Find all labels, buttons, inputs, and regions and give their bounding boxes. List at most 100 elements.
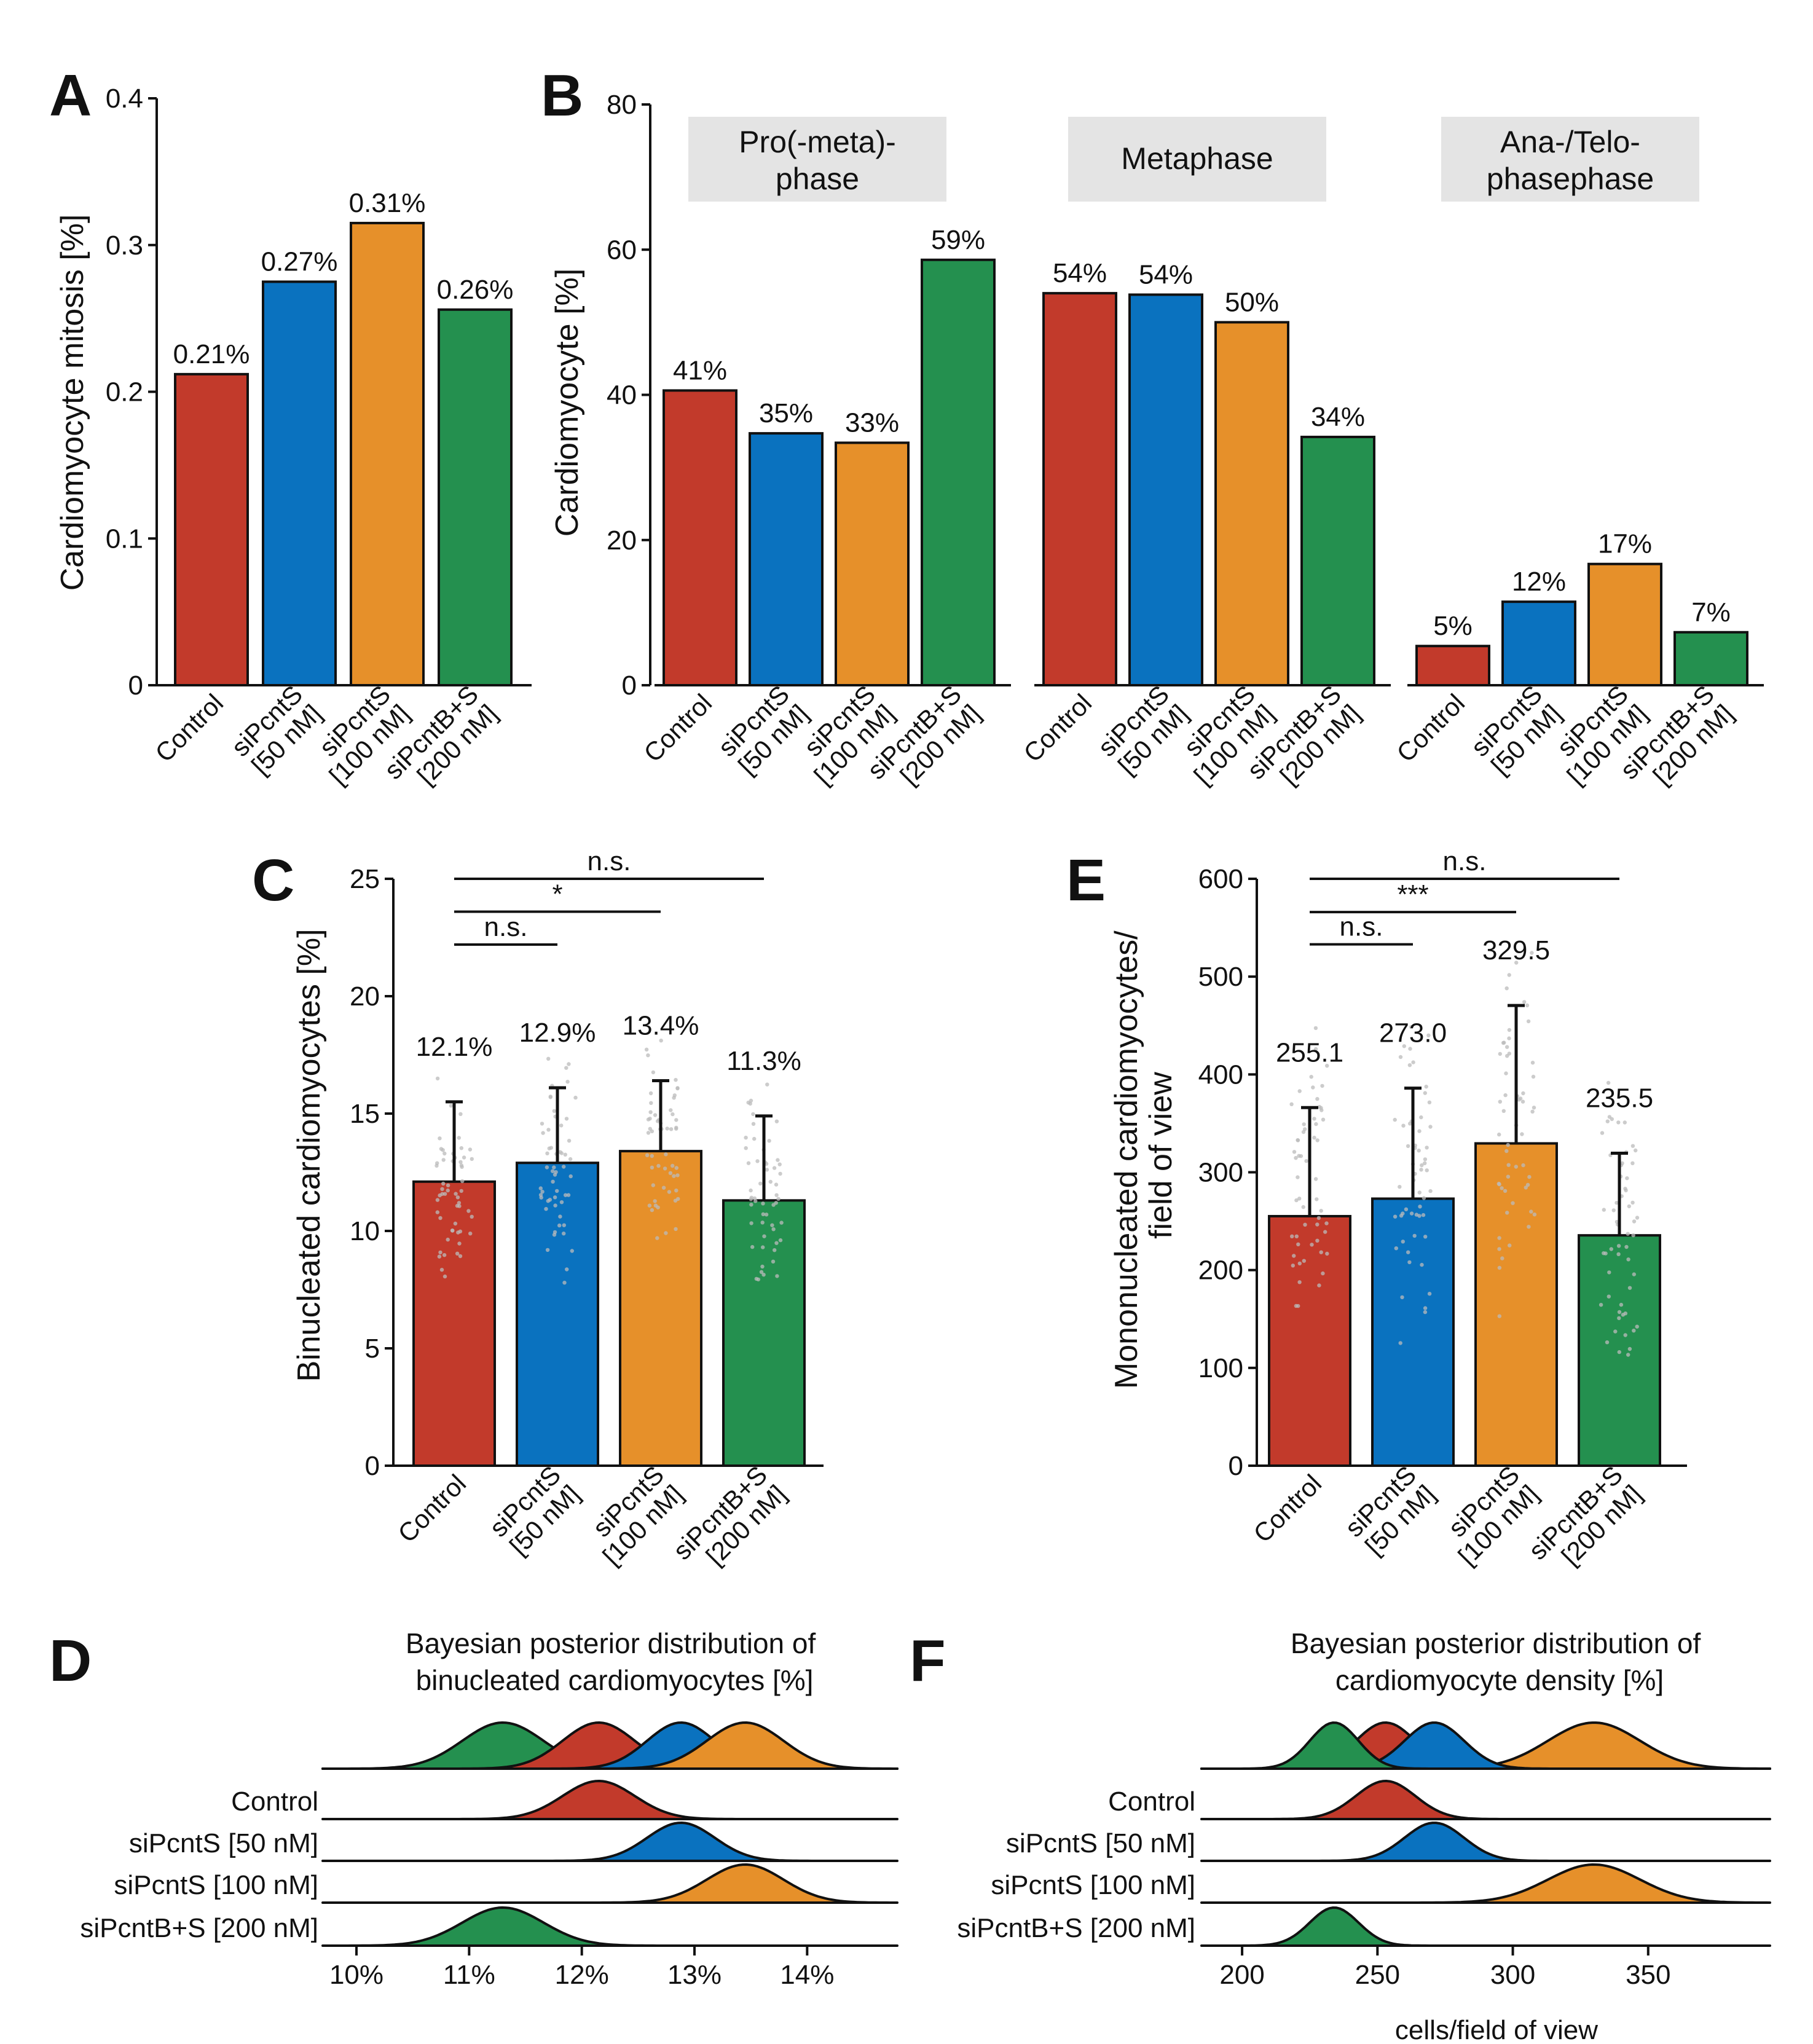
panel-b-facet-2-x-tick-label-0: Control — [1391, 688, 1470, 768]
panel-c-jitter-point-3-49 — [753, 1199, 758, 1203]
panel-c-jitter-point-2-24 — [648, 1110, 653, 1114]
panel-c-y-tick-label-4: 20 — [350, 981, 380, 1012]
panel-c-jitter-point-0-7 — [446, 1183, 450, 1188]
panel-e-jitter-point-2-30 — [1504, 986, 1509, 991]
panel-e-jitter-point-1-49 — [1423, 1157, 1428, 1162]
panel-c-jitter-point-1-1 — [570, 1249, 574, 1253]
panel-e-jitter-point-1-17 — [1406, 1250, 1410, 1254]
panel-e-plot: 0 100 200 300 400 500 600 255.1 273.0 329.5 235.5 n… — [1198, 846, 1687, 1571]
panel-e-jitter-point-3-18 — [1634, 1148, 1638, 1153]
panel-e-jitter-point-2-53 — [1532, 1106, 1536, 1110]
panel-e-jitter-point-1-0 — [1393, 1117, 1397, 1122]
panel-b-facet-2-data-label-3: 7% — [1691, 597, 1731, 627]
panel-a-data-label-0: 0.21% — [173, 339, 250, 369]
panel-e-jitter-point-3-27 — [1613, 1329, 1618, 1334]
panel-e-jitter-point-0-30 — [1303, 1127, 1307, 1131]
panel-b-facet-0-bar-0 — [663, 389, 737, 686]
panel-b-facet-2-data-label-1: 12% — [1512, 567, 1566, 597]
panel-e-y-axis-title: Mononucleated cardiomyocytes/ field of v… — [1109, 922, 1179, 1389]
panel-c-jitter-point-3-29 — [767, 1139, 771, 1143]
panel-e-data-label-2: 329.5 — [1482, 935, 1550, 965]
panel-c-jitter-point-0-53 — [456, 1230, 460, 1235]
panel-c-jitter-point-2-44 — [675, 1086, 680, 1091]
panel-e-jitter-point-2-22 — [1530, 1109, 1535, 1114]
panel-c-jitter-point-0-31 — [459, 1163, 464, 1168]
panel-c-jitter-point-0-16 — [437, 1254, 442, 1259]
panel-c-jitter-point-2-45 — [667, 1190, 672, 1194]
panel-e-jitter-point-1-35 — [1423, 1235, 1428, 1239]
panel-e-significance-label-1: *** — [1397, 879, 1428, 910]
panel-c-jitter-point-2-30 — [646, 1131, 651, 1135]
panel-c-jitter-point-0-6 — [457, 1136, 461, 1140]
panel-c-jitter-point-2-1 — [650, 1208, 655, 1213]
panel-c-jitter-point-3-32 — [760, 1264, 765, 1269]
panel-c-jitter-point-0-54 — [459, 1189, 463, 1193]
panel-c-bar-3 — [722, 1199, 806, 1467]
panel-c-jitter-point-3-17 — [751, 1112, 755, 1117]
panel-b-facet-0-title-line-1: phase — [776, 162, 859, 196]
panel-e-jitter-point-2-50 — [1521, 1091, 1525, 1096]
panel-e-jitter-point-1-48 — [1425, 1146, 1429, 1150]
panel-e-jitter-point-1-6 — [1400, 1295, 1404, 1300]
panel-e-jitter-point-2-12 — [1521, 1163, 1525, 1168]
panel-c-jitter-point-2-25 — [673, 1198, 678, 1203]
panel-e-jitter-point-2-27 — [1525, 1182, 1530, 1187]
panel-c-jitter-point-0-49 — [466, 1209, 471, 1213]
panel-d-x-tick-label-4: 14% — [780, 1960, 834, 1990]
panel-e-jitter-point-3-46 — [1619, 1302, 1624, 1307]
panel-e-jitter-point-0-37 — [1316, 1216, 1321, 1221]
panel-e-jitter-point-2-52 — [1497, 1265, 1502, 1270]
panel-a-y-tick-label-2: 0.2 — [106, 377, 143, 407]
panel-e-jitter-point-0-21 — [1297, 1197, 1302, 1201]
panel-e-jitter-point-3-31 — [1614, 1201, 1619, 1205]
panel-f-x-tick-label-3: 350 — [1626, 1960, 1670, 1990]
panel-e-jitter-point-1-29 — [1421, 1213, 1426, 1217]
panel-e-jitter-point-3-35 — [1635, 1216, 1640, 1220]
panel-d-density-1 — [321, 1822, 899, 1862]
panel-c-jitter-point-0-46 — [457, 1204, 462, 1208]
panel-e-jitter-point-2-24 — [1497, 1314, 1501, 1318]
panel-e-jitter-point-3-29 — [1617, 1310, 1622, 1315]
panel-c-jitter-point-2-31 — [648, 1091, 653, 1096]
panel-c-jitter-point-0-3 — [439, 1147, 444, 1151]
panel-e-jitter-point-2-28 — [1527, 1174, 1532, 1179]
panel-c-jitter-point-1-54 — [564, 1117, 569, 1121]
panel-c-significance-label-2: n.s. — [588, 846, 631, 876]
panel-c-jitter-point-1-0 — [567, 1139, 572, 1143]
panel-e-jitter-point-2-46 — [1530, 951, 1534, 955]
panel-c-jitter-point-0-39 — [468, 1232, 473, 1236]
panel-e-jitter-point-3-25 — [1631, 1233, 1635, 1238]
panel-e-jitter-point-1-13 — [1398, 1185, 1402, 1189]
panel-e-jitter-point-0-17 — [1304, 1159, 1308, 1163]
panel-c-jitter-point-0-47 — [435, 1163, 439, 1168]
panel-e-jitter-point-2-18 — [1505, 1211, 1509, 1215]
panel-c-jitter-point-0-42 — [446, 1188, 450, 1193]
panel-e-jitter-point-1-10 — [1398, 1055, 1403, 1059]
panel-c-jitter-point-1-34 — [539, 1195, 543, 1200]
panel-c-jitter-point-1-51 — [567, 1062, 571, 1066]
panel-e-jitter-point-0-42 — [1313, 1177, 1318, 1181]
panel-c-jitter-point-2-32 — [650, 1154, 655, 1158]
panel-e-y-tick-label-3: 300 — [1198, 1158, 1243, 1188]
panel-e-jitter-point-2-32 — [1500, 1186, 1504, 1190]
panel-c-jitter-point-1-14 — [545, 1165, 549, 1169]
panel-e-jitter-point-0-14 — [1315, 1138, 1319, 1142]
panel-c-jitter-point-3-39 — [764, 1213, 769, 1217]
panel-e-jitter-point-1-47 — [1422, 1196, 1426, 1200]
panel-c-data-label-3: 11.3% — [726, 1046, 801, 1076]
panel-b-facet-1-data-label-1: 54% — [1139, 259, 1193, 289]
panel-e-jitter-point-2-38 — [1504, 1149, 1509, 1154]
panel-e-jitter-point-0-43 — [1321, 1117, 1326, 1122]
panel-c-jitter-point-1-12 — [553, 1203, 557, 1208]
panel-c-jitter-point-0-22 — [454, 1192, 458, 1196]
panel-e-jitter-point-2-5 — [1507, 1036, 1511, 1040]
panel-e-jitter-point-1-34 — [1407, 1063, 1412, 1067]
panel-b-facet-1-bar-3 — [1300, 436, 1375, 686]
panel-c-jitter-point-2-5 — [671, 1163, 675, 1168]
panel-e-jitter-point-2-39 — [1511, 1201, 1515, 1205]
panel-e-jitter-point-2-16 — [1530, 1061, 1535, 1065]
panel-e-jitter-point-2-36 — [1531, 1074, 1536, 1079]
panel-e-jitter-point-0-39 — [1312, 1117, 1316, 1121]
panel-c-jitter-point-0-8 — [435, 1076, 440, 1081]
